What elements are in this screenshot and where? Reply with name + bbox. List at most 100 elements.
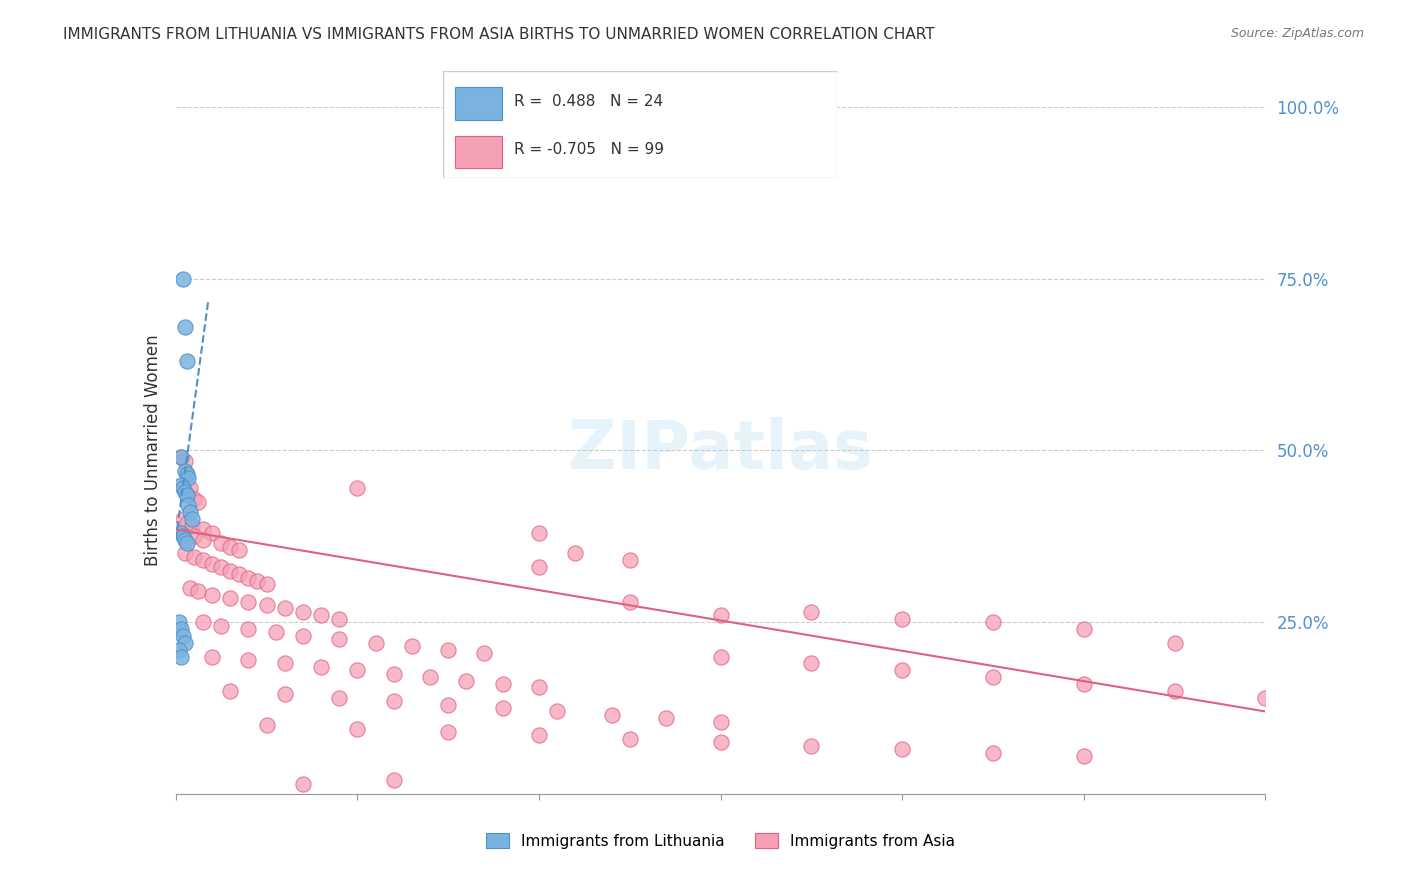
Point bbox=[710, 735, 733, 749]
Point bbox=[219, 564, 242, 578]
Point bbox=[186, 495, 209, 509]
Point bbox=[291, 629, 314, 643]
Point bbox=[527, 729, 550, 743]
Point bbox=[172, 481, 194, 495]
Point bbox=[891, 612, 914, 626]
Text: ZIPatlas: ZIPatlas bbox=[568, 417, 873, 483]
Point bbox=[891, 663, 914, 677]
Point bbox=[256, 577, 278, 591]
Legend: Immigrants from Lithuania, Immigrants from Asia: Immigrants from Lithuania, Immigrants fr… bbox=[479, 827, 962, 855]
Point bbox=[238, 653, 260, 667]
Point bbox=[346, 481, 368, 495]
Point bbox=[170, 525, 193, 540]
Point bbox=[170, 478, 193, 492]
Point bbox=[219, 591, 242, 606]
Point bbox=[201, 557, 224, 571]
Point bbox=[655, 711, 678, 725]
Point bbox=[291, 776, 314, 790]
Point bbox=[172, 512, 194, 526]
Point bbox=[527, 560, 550, 574]
Point bbox=[474, 646, 496, 660]
Point bbox=[710, 608, 733, 623]
Point bbox=[201, 649, 224, 664]
Point bbox=[183, 549, 205, 564]
Point bbox=[291, 605, 314, 619]
Point bbox=[201, 588, 224, 602]
Point bbox=[173, 454, 195, 468]
Point bbox=[492, 701, 515, 715]
Point bbox=[173, 484, 195, 499]
Point bbox=[228, 567, 250, 582]
Point bbox=[169, 615, 191, 630]
Point bbox=[1073, 677, 1095, 691]
Point bbox=[382, 773, 405, 788]
Point bbox=[177, 499, 200, 513]
Point bbox=[219, 683, 242, 698]
Point bbox=[328, 632, 350, 647]
Point bbox=[1073, 749, 1095, 764]
Point bbox=[172, 529, 194, 543]
Point bbox=[177, 471, 200, 485]
Point bbox=[228, 543, 250, 558]
Point bbox=[209, 560, 232, 574]
Point bbox=[1254, 690, 1277, 705]
Point bbox=[170, 450, 193, 465]
Bar bbox=[454, 136, 502, 168]
Point bbox=[710, 649, 733, 664]
Point bbox=[191, 615, 214, 630]
Point bbox=[1163, 636, 1185, 650]
Point bbox=[209, 536, 232, 550]
Point bbox=[274, 657, 297, 671]
Point bbox=[1073, 622, 1095, 636]
Point bbox=[176, 536, 198, 550]
Point bbox=[309, 608, 332, 623]
Point bbox=[891, 742, 914, 756]
Point bbox=[382, 694, 405, 708]
Point bbox=[328, 612, 350, 626]
Point bbox=[209, 618, 232, 632]
Text: R =  0.488   N = 24: R = 0.488 N = 24 bbox=[513, 94, 662, 109]
FancyBboxPatch shape bbox=[443, 71, 837, 178]
Point bbox=[492, 677, 515, 691]
Point bbox=[186, 584, 209, 599]
Point bbox=[401, 639, 423, 653]
Point bbox=[437, 642, 460, 657]
Point bbox=[382, 666, 405, 681]
Point bbox=[456, 673, 478, 688]
Point bbox=[419, 670, 441, 684]
Point bbox=[170, 450, 193, 465]
Point bbox=[191, 523, 214, 537]
Point bbox=[346, 663, 368, 677]
Point bbox=[183, 491, 205, 506]
Point bbox=[437, 698, 460, 712]
Point bbox=[169, 642, 191, 657]
Point bbox=[181, 512, 204, 526]
Point bbox=[981, 746, 1004, 760]
Point bbox=[179, 481, 201, 495]
Point bbox=[1163, 683, 1185, 698]
Bar bbox=[454, 87, 502, 120]
Point bbox=[173, 636, 195, 650]
Point bbox=[172, 271, 194, 285]
Point bbox=[364, 636, 387, 650]
Point bbox=[274, 687, 297, 701]
Point bbox=[346, 722, 368, 736]
Point bbox=[238, 570, 260, 584]
Point bbox=[710, 714, 733, 729]
Point bbox=[981, 670, 1004, 684]
Point bbox=[238, 622, 260, 636]
Point bbox=[170, 649, 193, 664]
Point bbox=[256, 718, 278, 732]
Point bbox=[527, 681, 550, 695]
Point bbox=[309, 660, 332, 674]
Text: R = -0.705   N = 99: R = -0.705 N = 99 bbox=[513, 142, 664, 157]
Y-axis label: Births to Unmarried Women: Births to Unmarried Women bbox=[143, 334, 162, 566]
Point bbox=[600, 707, 623, 722]
Point bbox=[201, 525, 224, 540]
Point bbox=[176, 467, 198, 482]
Point bbox=[981, 615, 1004, 630]
Point bbox=[176, 488, 198, 502]
Point bbox=[191, 553, 214, 567]
Point bbox=[181, 519, 204, 533]
Point bbox=[173, 319, 195, 334]
